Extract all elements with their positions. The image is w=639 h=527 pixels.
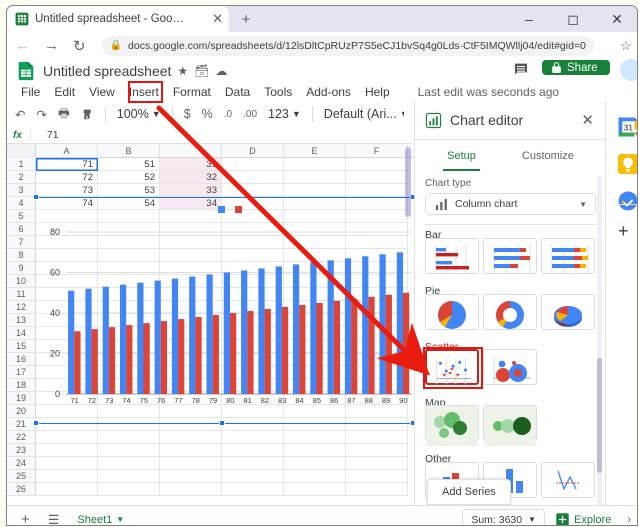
svg-text:73: 73 — [105, 396, 113, 405]
svg-text:87: 87 — [347, 396, 355, 405]
svg-text:86: 86 — [330, 396, 338, 405]
svg-text:78: 78 — [192, 396, 200, 405]
svg-text:77: 77 — [174, 396, 182, 405]
svg-text:84: 84 — [295, 396, 303, 405]
svg-text:83: 83 — [278, 396, 286, 405]
svg-text:81: 81 — [243, 396, 251, 405]
svg-text:85: 85 — [313, 396, 321, 405]
svg-text:75: 75 — [140, 396, 148, 405]
svg-text:74: 74 — [122, 396, 130, 405]
svg-text:90: 90 — [399, 396, 407, 405]
svg-text:76: 76 — [157, 396, 165, 405]
svg-text:60: 60 — [50, 268, 60, 278]
svg-text:20: 20 — [50, 349, 60, 359]
svg-text:40: 40 — [50, 308, 60, 318]
svg-text:72: 72 — [88, 396, 96, 405]
svg-text:89: 89 — [382, 396, 390, 405]
svg-text:80: 80 — [50, 227, 60, 237]
svg-text:79: 79 — [209, 396, 217, 405]
svg-text:71: 71 — [70, 396, 78, 405]
svg-text:82: 82 — [261, 396, 269, 405]
svg-text:0: 0 — [55, 389, 60, 399]
svg-text:88: 88 — [365, 396, 373, 405]
svg-text:80: 80 — [226, 396, 234, 405]
